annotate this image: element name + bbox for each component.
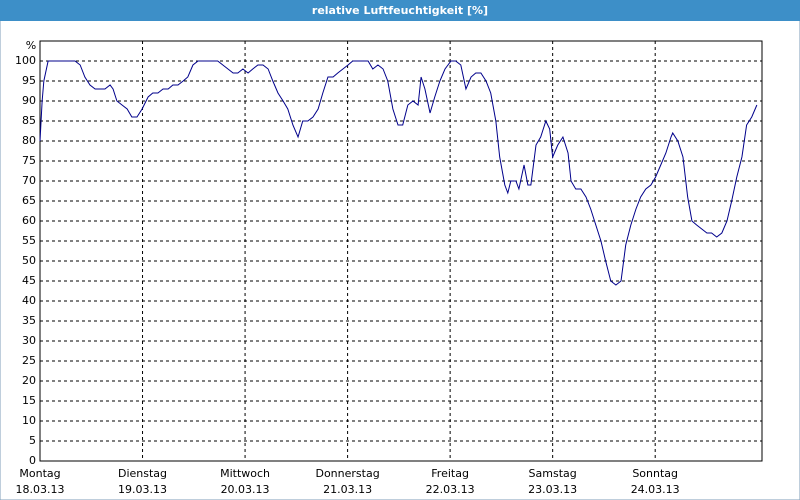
y-tick-label: 30 [22,334,36,347]
y-tick-label: 80 [22,134,36,147]
y-tick-label: 20 [22,374,36,387]
x-tick-sublabel: 18.03.13 [16,483,65,496]
y-tick-label: 60 [22,214,36,227]
x-tick-sublabel: 24.03.13 [631,483,680,496]
y-tick-label: 45 [22,274,36,287]
plot-area [40,41,762,461]
y-tick-label: 70 [22,174,36,187]
y-tick-label: 75 [22,154,36,167]
plot-frame [39,40,763,462]
x-tick-sublabel: 20.03.13 [221,483,270,496]
x-tick-sublabel: 22.03.13 [426,483,475,496]
y-tick-label: 90 [22,94,36,107]
y-tick-label: 65 [22,194,36,207]
chart-title: relative Luftfeuchtigkeit [%] [312,4,488,17]
x-tick-sublabel: 21.03.13 [323,483,372,496]
x-tick-sublabel: 19.03.13 [118,483,167,496]
y-tick-label: 15 [22,394,36,407]
x-tick-label: Mittwoch [220,467,270,480]
title-bar [0,0,800,21]
x-tick-label: Sonntag [632,467,678,480]
y-tick-label: 95 [22,74,36,87]
y-tick-label: 50 [22,254,36,267]
x-tick-label: Dienstag [118,467,167,480]
y-tick-label: 5 [29,434,36,447]
y-unit: % [26,39,36,52]
y-tick-label: 85 [22,114,36,127]
y-tick-label: 0 [29,454,36,467]
y-tick-label: 100 [15,54,36,67]
x-tick-label: Donnerstag [315,467,379,480]
x-tick-sublabel: 23.03.13 [528,483,577,496]
y-tick-label: 40 [22,294,36,307]
x-tick-label: Samstag [529,467,577,480]
y-tick-label: 10 [22,414,36,427]
y-tick-label: 35 [22,314,36,327]
x-tick-label: Freitag [431,467,469,480]
x-tick-label: Montag [19,467,60,480]
y-tick-label: 55 [22,234,36,247]
data-line [39,60,758,286]
y-tick-label: 25 [22,354,36,367]
